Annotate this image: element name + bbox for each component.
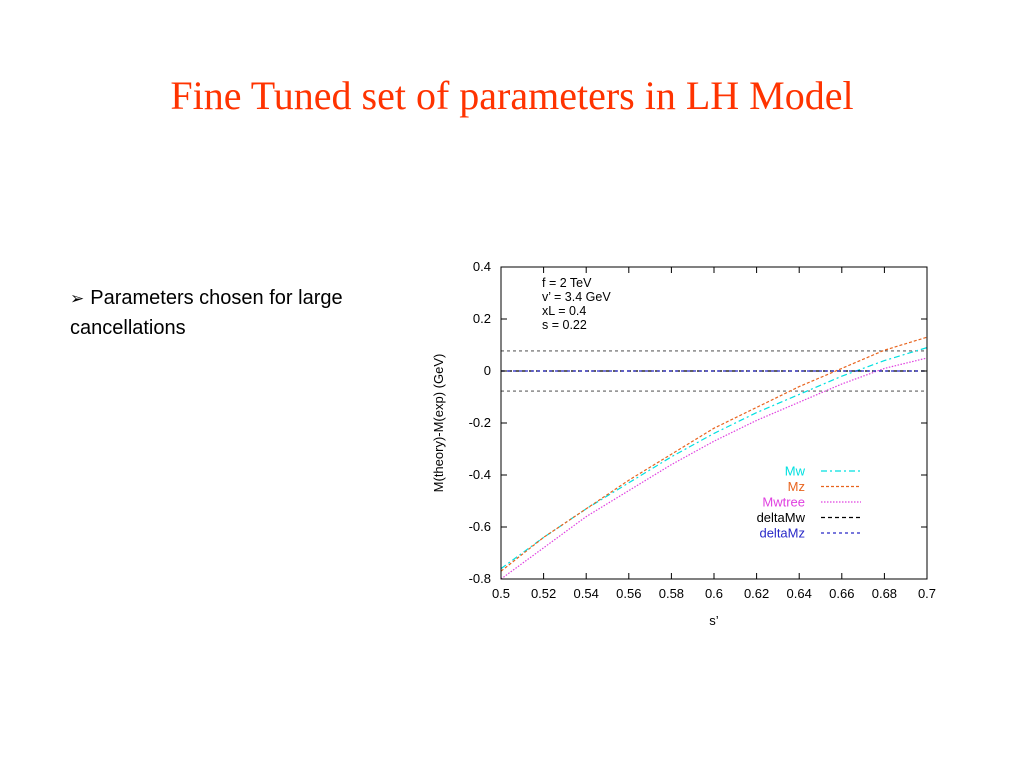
series-mwtree-line	[500, 357, 928, 580]
x-tick-label: 0.6	[705, 586, 723, 601]
y-tick-label: -0.2	[469, 415, 491, 430]
x-tick-label: 0.5	[492, 586, 510, 601]
x-tick-label: 0.58	[659, 586, 684, 601]
chart-series-group	[500, 336, 928, 580]
bullet-arrow-icon: ➢	[70, 289, 85, 309]
y-tick-label: -0.6	[469, 519, 491, 534]
x-tick-label: 0.64	[787, 586, 812, 601]
bullet-point: ➢ Parameters chosen for large cancellatio…	[70, 284, 400, 343]
bullet-text: Parameters chosen for large cancellation…	[70, 287, 343, 339]
parameter-annotation: s = 0.22	[542, 318, 587, 332]
parameter-annotation: xL = 0.4	[542, 304, 586, 318]
legend-label-mw: Mw	[785, 464, 806, 479]
series-mz-line	[500, 336, 928, 572]
series-mw-line	[500, 347, 928, 570]
y-tick-label: 0	[484, 363, 491, 378]
x-tick-label: 0.62	[744, 586, 769, 601]
y-tick-label: -0.8	[469, 571, 491, 586]
parameter-annotation: v’ = 3.4 GeV	[542, 290, 611, 304]
y-tick-label: 0.2	[473, 311, 491, 326]
y-tick-label: 0.4	[473, 259, 491, 274]
x-tick-label: 0.54	[574, 586, 599, 601]
parameter-annotation: f = 2 TeV	[542, 276, 592, 290]
x-tick-label: 0.7	[918, 586, 936, 601]
chart-axes-group: 0.5 0.52 0.54 0.56 0.58 0.6 0.62 0.64 0.66 0.68 0.…	[431, 259, 936, 628]
x-tick-label: 0.52	[531, 586, 556, 601]
x-axis-label: s’	[709, 613, 719, 628]
chart: 0.5 0.52 0.54 0.56 0.58 0.6 0.62 0.64 0.66 0.68 0.…	[431, 259, 936, 628]
x-tick-label: 0.68	[872, 586, 897, 601]
y-axis-label: M(theory)-M(exp) (GeV)	[431, 354, 446, 493]
y-tick-label: -0.4	[469, 467, 491, 482]
x-tick-label: 0.66	[829, 586, 854, 601]
slide-title: Fine Tuned set of parameters in LH Model	[170, 73, 854, 118]
legend-label-deltamw: deltaMw	[757, 510, 806, 525]
legend-label-deltamz: deltaMz	[759, 526, 805, 541]
legend-label-mwtree: Mwtree	[762, 495, 805, 510]
x-tick-label: 0.56	[616, 586, 641, 601]
legend-label-mz: Mz	[788, 479, 805, 494]
